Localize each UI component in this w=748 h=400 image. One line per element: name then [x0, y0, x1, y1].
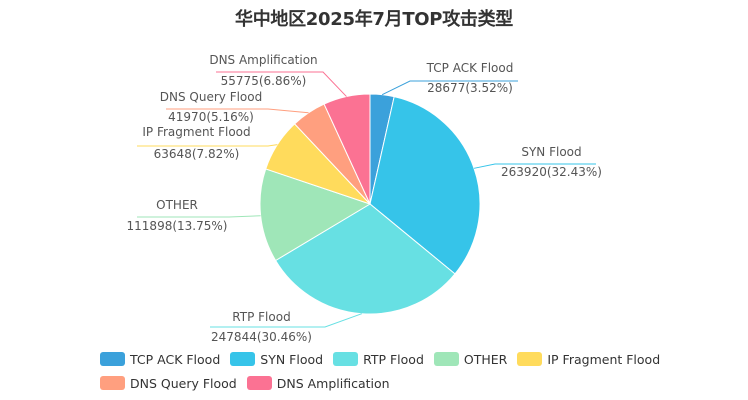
legend-swatch — [517, 352, 543, 366]
legend-item-syn-flood[interactable]: SYN Flood — [230, 352, 323, 367]
slice-label-value: 55775(6.86%) — [221, 74, 307, 88]
legend-label: IP Fragment Flood — [547, 351, 661, 367]
leader-line — [166, 108, 309, 114]
legend-label: SYN Flood — [260, 351, 324, 367]
pie-slice-other — [259, 168, 372, 262]
legend-label: RTP Flood — [363, 351, 424, 367]
slice-label-name: TCP ACK Flood — [426, 61, 514, 75]
legend-swatch — [433, 352, 459, 366]
leader-line — [381, 80, 518, 96]
slice-label-value: 111898(13.75%) — [127, 219, 228, 233]
legend-swatch — [230, 352, 256, 366]
legend-label: OTHER — [463, 351, 508, 367]
pie-slice-rtp-flood — [274, 203, 456, 315]
leader-line — [216, 71, 347, 97]
legend-item-other[interactable]: OTHER — [433, 351, 508, 367]
legend-label: DNS Amplification — [276, 375, 390, 391]
leader-line — [473, 163, 596, 169]
slice-label-name: DNS Amplification — [209, 53, 317, 67]
legend-swatch — [246, 376, 272, 390]
legend-item-rtp-flood[interactable]: RTP Flood — [333, 352, 424, 367]
legend-swatch — [100, 376, 125, 390]
slice-label-name: IP Fragment Flood — [142, 125, 250, 139]
leader-line — [137, 215, 261, 218]
legend-label: TCP ACK Flood — [130, 351, 221, 367]
legend: TCP ACK Flood SYN Flood RTP Flood OTHER IP F… — [100, 347, 660, 395]
slice-label-value: 247844(30.46%) — [211, 330, 312, 344]
chart-title: 华中地区2025年7月TOP攻击类型 — [235, 9, 513, 30]
pie-slice-syn-flood — [369, 96, 481, 275]
legend-item-tcp-ack-flood[interactable]: TCP ACK Flood — [100, 352, 220, 367]
legend-item-ip-fragment-flood[interactable]: IP Fragment Flood — [517, 352, 660, 367]
slice-label-name: SYN Flood — [521, 145, 581, 159]
slice-label-value: 28677(3.52%) — [427, 81, 513, 95]
leader-line — [210, 313, 362, 328]
legend-item-dns-query-flood[interactable]: DNS Query Flood — [100, 376, 237, 391]
slice-label-value: 63648(7.82%) — [154, 147, 240, 161]
slice-label-name: DNS Query Flood — [160, 90, 262, 104]
slice-label-name: OTHER — [156, 198, 198, 212]
slice-label-name: RTP Flood — [232, 310, 290, 324]
legend-swatch — [100, 352, 125, 366]
leader-line — [137, 144, 278, 147]
slice-label-value: 41970(5.16%) — [168, 110, 254, 124]
legend-swatch — [333, 352, 359, 366]
legend-item-dns-amplification[interactable]: DNS Amplification — [246, 375, 390, 391]
slice-label-value: 263920(32.43%) — [501, 165, 602, 179]
pie-chart: TCP ACK Flood 28677(3.52%) SYN Flood 263920… — [127, 53, 602, 344]
legend-label: DNS Query Flood — [130, 375, 237, 391]
